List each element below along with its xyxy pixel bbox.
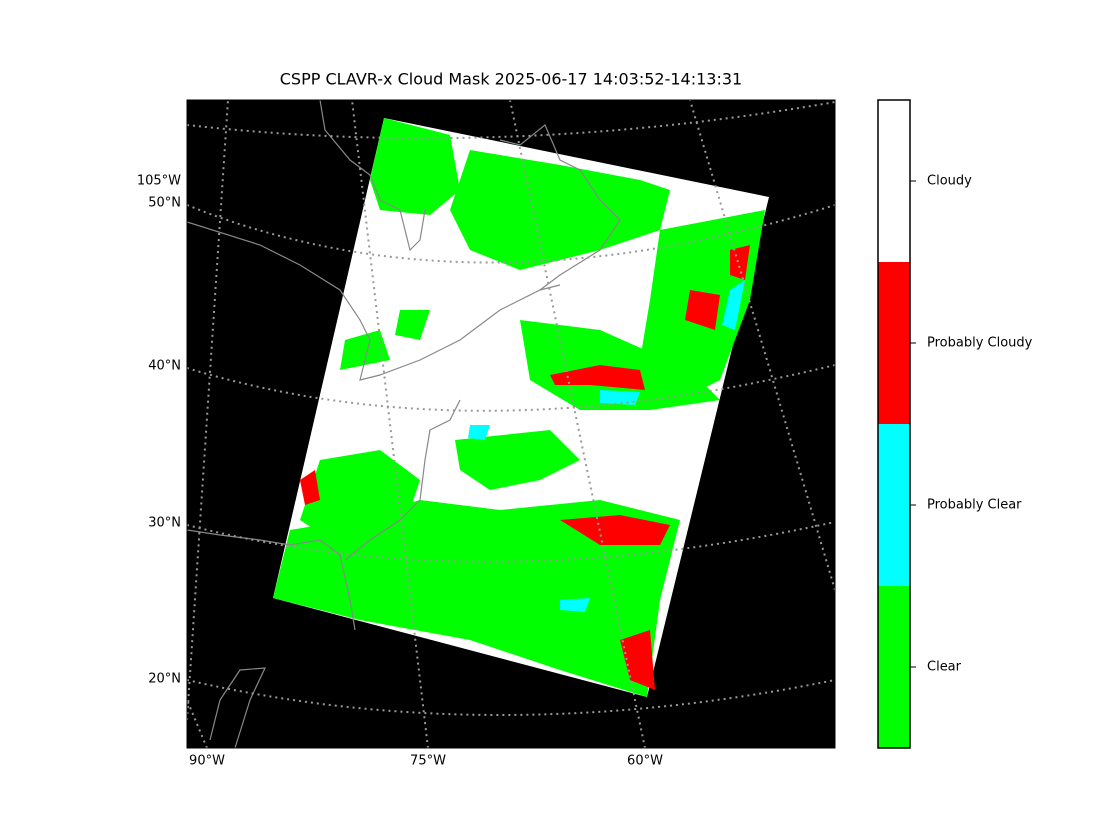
colorbar-frame [877, 99, 911, 749]
probably-clear-areas [468, 280, 745, 612]
lon-label: 90°W [189, 754, 225, 769]
colorbar-label: Probably Clear [927, 498, 1022, 513]
lat-label: 50°N [148, 196, 181, 211]
clear-areas [273, 118, 765, 697]
graticule [187, 100, 835, 748]
lat-label: 40°N [148, 359, 181, 374]
colorbar-segment [878, 262, 910, 424]
lat-label: 105°W [137, 174, 181, 189]
colorbar-segment [878, 100, 910, 262]
lat-label: 20°N [148, 672, 181, 687]
colorbar-segment [878, 586, 910, 748]
colorbar-label: Cloudy [927, 174, 972, 189]
colorbar-label: Clear [927, 660, 962, 675]
title: CSPP CLAVR-x Cloud Mask 2025-06-17 14:03… [280, 70, 742, 89]
colorbar-label: Probably Cloudy [927, 336, 1033, 351]
colorbar-segment [878, 424, 910, 586]
lon-label: 60°W [627, 754, 663, 769]
lon-label: 75°W [410, 754, 446, 769]
map [187, 100, 835, 748]
map-frame [186, 99, 836, 749]
coastlines [187, 100, 621, 748]
probably-cloudy-areas [300, 245, 750, 690]
lat-label: 30°N [148, 516, 181, 531]
